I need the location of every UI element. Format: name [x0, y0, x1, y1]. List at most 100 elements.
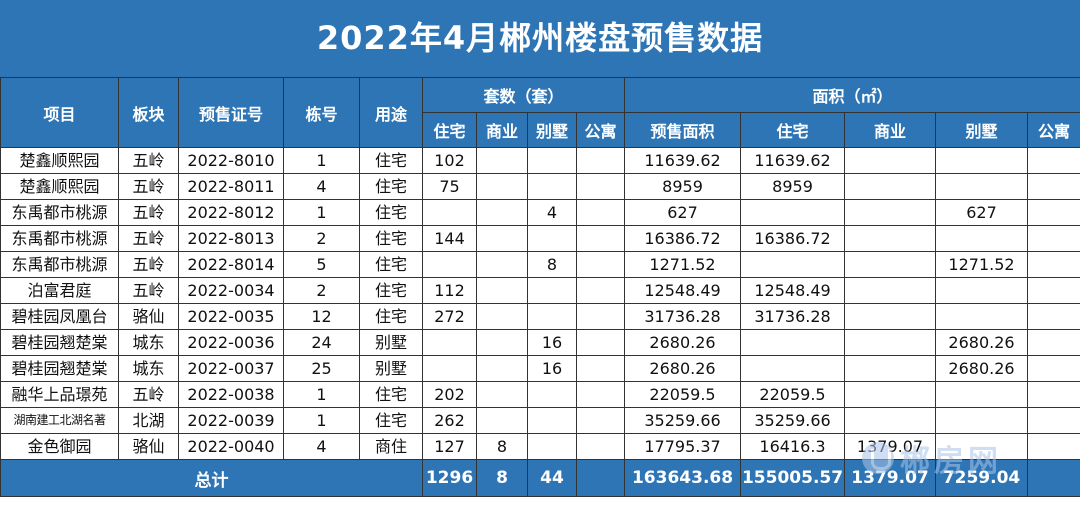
- cell-units-commercial: [476, 355, 528, 382]
- cell-district: 五岭: [118, 251, 179, 278]
- cell-units-commercial: 8: [476, 433, 528, 460]
- cell-units-apartment: [575, 303, 626, 330]
- cell-area-residential: 31736.28: [740, 303, 846, 330]
- cell-area-apartment: [1027, 147, 1080, 174]
- cell-area-villa: [935, 433, 1029, 460]
- cell-area-commercial: [844, 355, 937, 382]
- cell-usage: 住宅: [359, 407, 423, 434]
- cell-area-apartment: [1027, 433, 1080, 460]
- cell-units-residential: 272: [422, 303, 477, 330]
- cell-area-villa: 627: [935, 199, 1029, 226]
- cell-area-residential: [740, 199, 846, 226]
- cell-project: 泊富君庭: [0, 277, 119, 304]
- cell-area-commercial: [844, 381, 937, 408]
- cell-area-residential: [740, 355, 846, 382]
- cell-units-commercial: [476, 329, 528, 356]
- cell-district: 北湖: [118, 407, 179, 434]
- cell-project: 东禹都市桃源: [0, 225, 119, 252]
- cell-units-residential: 262: [422, 407, 477, 434]
- cell-units-commercial: [476, 303, 528, 330]
- cell-buildings: 1: [283, 381, 360, 408]
- cell-units-villa: [527, 433, 577, 460]
- cell-permit: 2022-8012: [178, 199, 284, 226]
- cell-district: 骆仙: [118, 303, 179, 330]
- cell-area-villa: 2680.26: [935, 329, 1029, 356]
- cell-permit: 2022-0040: [178, 433, 284, 460]
- cell-units-villa: [527, 303, 577, 330]
- cell-units-residential: 202: [422, 381, 477, 408]
- cell-area-presale: 12548.49: [624, 277, 742, 304]
- cell-units-residential: 102: [422, 147, 477, 174]
- cell-district: 城东: [118, 329, 179, 356]
- table-row: 碧桂园翘楚棠 城东 2022-0036 24 别墅 16 2680.26 2680.26: [0, 329, 1080, 356]
- cell-usage: 住宅: [359, 225, 423, 252]
- table-footer: 总计 1296 8 44 163643.68 155005.57 1379.07…: [0, 459, 1080, 497]
- cell-area-apartment: [1027, 199, 1080, 226]
- cell-buildings: 4: [283, 433, 360, 460]
- cell-units-commercial: [476, 147, 528, 174]
- cell-area-commercial: [844, 147, 937, 174]
- cell-area-presale: 2680.26: [624, 355, 742, 382]
- header-area-commercial: 商业: [844, 112, 937, 148]
- table-row: 金色御园 骆仙 2022-0040 4 商住 127 8 17795.37 16416.3 137…: [0, 433, 1080, 460]
- cell-area-presale: 1271.52: [624, 251, 742, 278]
- cell-area-presale: 16386.72: [624, 225, 742, 252]
- cell-units-residential: [422, 329, 477, 356]
- cell-buildings: 1: [283, 407, 360, 434]
- total-cell: 155005.57: [740, 459, 846, 497]
- cell-buildings: 12: [283, 303, 360, 330]
- cell-district: 城东: [118, 355, 179, 382]
- table-row: 湖南建工北湖名著 北湖 2022-0039 1 住宅 262 35259.66 35259.6…: [0, 407, 1080, 434]
- cell-permit: 2022-0034: [178, 277, 284, 304]
- cell-area-apartment: [1027, 329, 1080, 356]
- table-row: 碧桂园翘楚棠 城东 2022-0037 25 别墅 16 2680.26 2680.26: [0, 355, 1080, 382]
- header-district: 板块: [118, 77, 179, 148]
- cell-permit: 2022-0037: [178, 355, 284, 382]
- table-row: 楚鑫顺熙园 五岭 2022-8010 1 住宅 102 11639.62 11639.62: [0, 147, 1080, 174]
- cell-units-commercial: [476, 199, 528, 226]
- table-row: 碧桂园凤凰台 骆仙 2022-0035 12 住宅 272 31736.28 31736.28: [0, 303, 1080, 330]
- cell-units-commercial: [476, 381, 528, 408]
- cell-area-apartment: [1027, 381, 1080, 408]
- cell-units-commercial: [476, 277, 528, 304]
- cell-area-commercial: [844, 407, 937, 434]
- header-units-residential: 住宅: [422, 112, 477, 148]
- cell-units-apartment: [575, 277, 626, 304]
- total-cell: 7259.04: [935, 459, 1029, 497]
- cell-permit: 2022-8011: [178, 173, 284, 200]
- table-row: 楚鑫顺熙园 五岭 2022-8011 4 住宅 75 8959 8959: [0, 173, 1080, 200]
- cell-units-villa: 4: [527, 199, 577, 226]
- cell-area-commercial: [844, 225, 937, 252]
- cell-district: 五岭: [118, 277, 179, 304]
- cell-usage: 住宅: [359, 199, 423, 226]
- cell-area-commercial: [844, 277, 937, 304]
- cell-usage: 住宅: [359, 277, 423, 304]
- cell-area-residential: 22059.5: [740, 381, 846, 408]
- cell-units-residential: 75: [422, 173, 477, 200]
- cell-usage: 住宅: [359, 381, 423, 408]
- cell-area-commercial: 1379.07: [844, 433, 937, 460]
- cell-permit: 2022-8013: [178, 225, 284, 252]
- cell-area-villa: [935, 147, 1029, 174]
- cell-project: 碧桂园翘楚棠: [0, 329, 119, 356]
- total-cell: 1379.07: [844, 459, 937, 497]
- cell-units-residential: 112: [422, 277, 477, 304]
- cell-area-residential: 16386.72: [740, 225, 846, 252]
- table-row: 东禹都市桃源 五岭 2022-8012 1 住宅 4 627 627: [0, 199, 1080, 226]
- header-area-presale: 预售面积: [624, 112, 742, 148]
- cell-units-villa: 16: [527, 329, 577, 356]
- cell-buildings: 1: [283, 147, 360, 174]
- cell-district: 五岭: [118, 225, 179, 252]
- cell-area-apartment: [1027, 173, 1080, 200]
- cell-area-residential: [740, 329, 846, 356]
- cell-units-villa: 16: [527, 355, 577, 382]
- cell-project: 楚鑫顺熙园: [0, 173, 119, 200]
- cell-units-apartment: [575, 433, 626, 460]
- cell-area-residential: 16416.3: [740, 433, 846, 460]
- total-cell: 8: [476, 459, 528, 497]
- cell-units-villa: [527, 225, 577, 252]
- cell-area-apartment: [1027, 277, 1080, 304]
- cell-area-villa: [935, 277, 1029, 304]
- cell-units-residential: [422, 355, 477, 382]
